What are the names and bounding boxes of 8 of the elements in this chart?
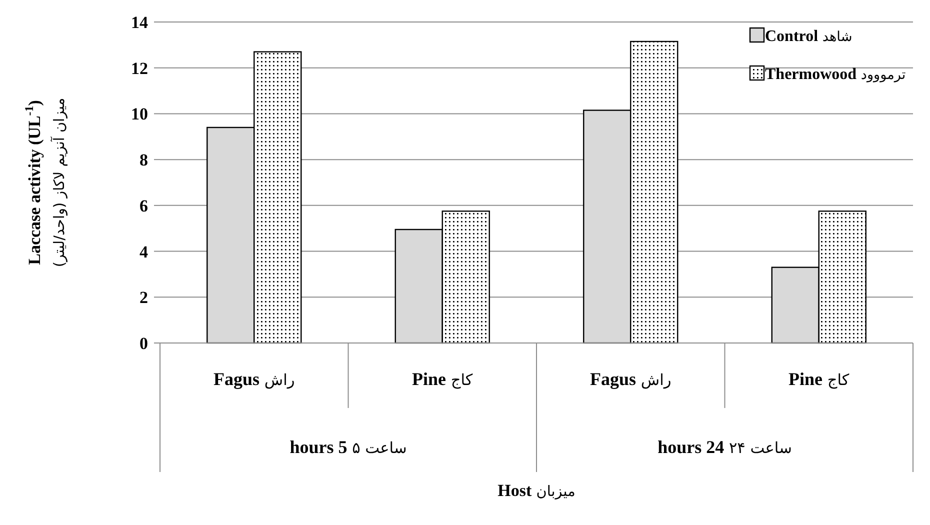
y-tick-label: 2 [140, 288, 148, 308]
y-tick-label: 14 [131, 13, 148, 32]
y-tick-label: 10 [131, 104, 148, 124]
y-tick-label: 6 [140, 196, 148, 216]
y-tick-label: 0 [140, 334, 148, 353]
y-tick-label: 4 [140, 242, 148, 262]
y-tick-label: 12 [131, 58, 148, 78]
y-tick-label: 8 [140, 150, 148, 170]
